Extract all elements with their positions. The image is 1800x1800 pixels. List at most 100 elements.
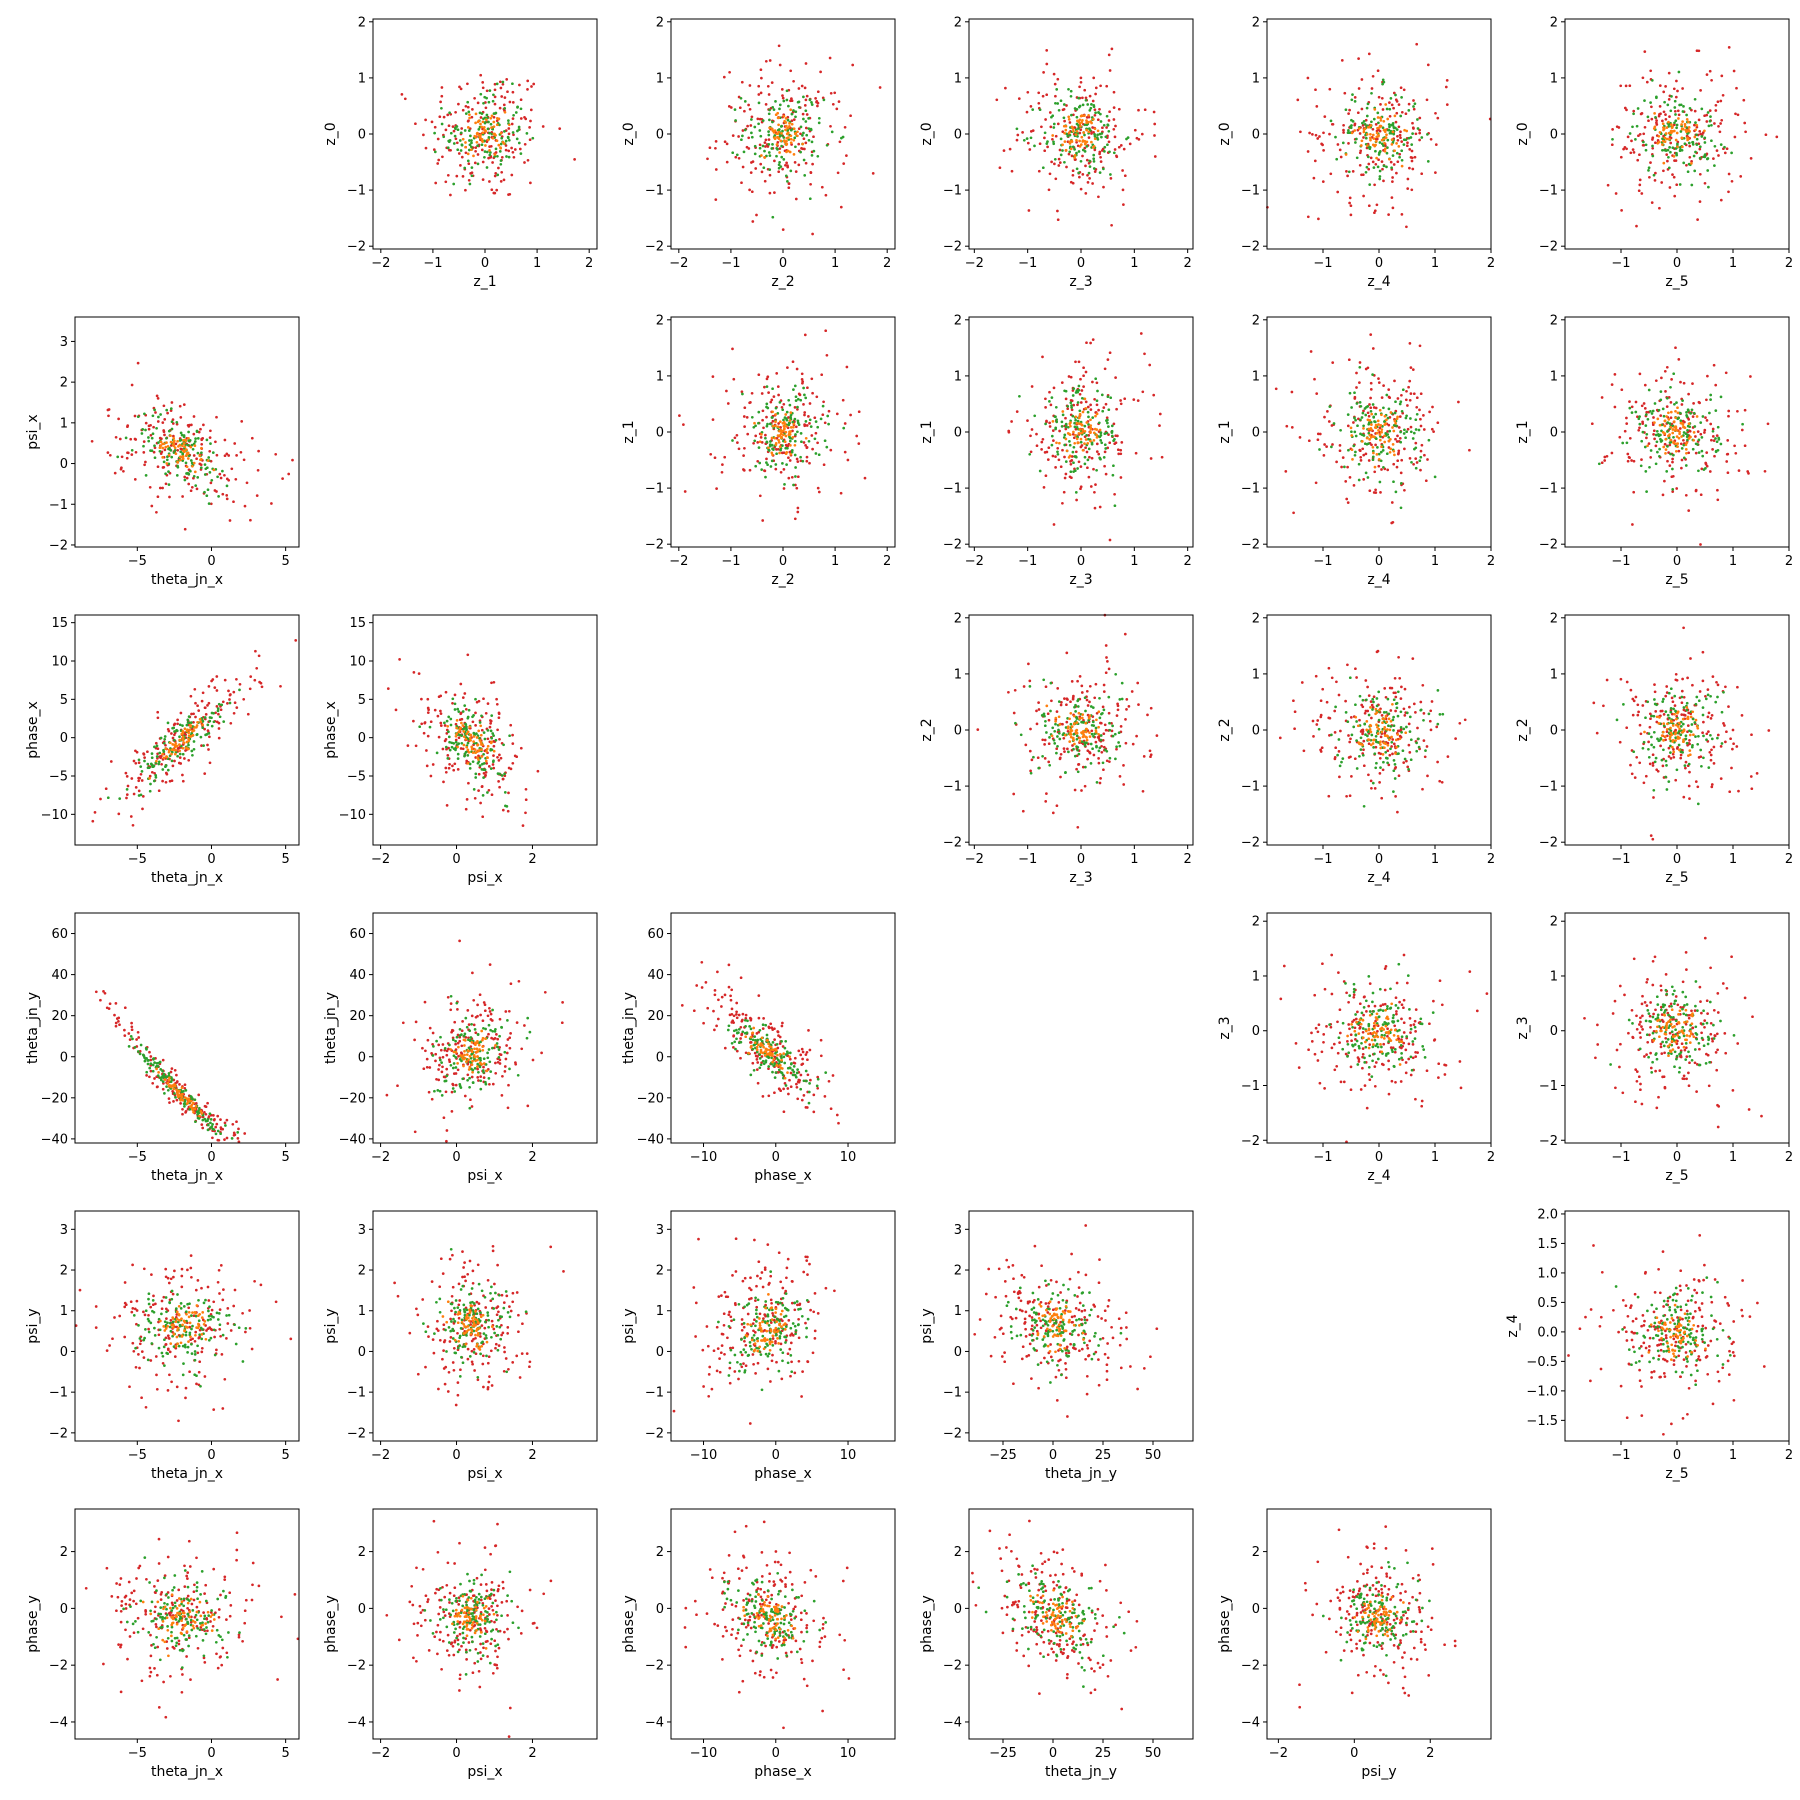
x-axis-label: theta_jn_x [151,870,223,886]
point-series-1 [440,122,444,126]
x-axis-label: z_4 [1367,274,1390,290]
point-series-1 [463,704,467,707]
point-series-1 [482,752,485,756]
point-series-2 [788,150,792,154]
point-series-1 [478,721,482,724]
point-series-0 [156,495,160,499]
point-series-1 [768,422,772,426]
point-series-1 [1685,113,1688,117]
point-series-0 [1085,698,1089,702]
point-series-0 [1029,450,1033,454]
point-series-1 [1668,146,1671,149]
point-series-1 [141,428,145,431]
point-series-0 [819,70,822,74]
point-series-1 [1715,440,1719,444]
point-series-1 [797,423,801,427]
point-series-0 [1316,438,1320,442]
point-series-1 [225,484,229,488]
point-series-0 [778,147,782,150]
point-series-0 [1628,400,1631,403]
point-series-1 [1686,428,1689,432]
point-series-0 [816,441,819,445]
point-series-0 [767,138,771,141]
point-series-1 [478,764,482,767]
y-tick-label: −10 [41,808,68,823]
x-tick-label: 5 [282,852,290,867]
point-series-1 [1351,120,1355,123]
point-series-0 [737,447,741,451]
point-series-0 [1030,385,1034,388]
point-series-0 [1044,800,1048,803]
point-series-1 [464,750,468,754]
x-tick-label: −1 [1313,256,1332,271]
point-series-0 [274,452,278,456]
point-series-2 [164,445,168,449]
point-series-0 [1391,176,1394,179]
point-series-0 [449,148,452,152]
point-series-0 [400,93,404,96]
point-series-2 [770,451,774,455]
point-series-2 [480,743,483,746]
point-series-1 [470,139,473,142]
point-series-0 [1694,451,1698,455]
point-series-0 [1674,159,1678,162]
point-series-0 [1687,451,1691,455]
point-series-1 [1647,166,1651,170]
point-series-0 [1078,175,1081,179]
point-series-1 [499,142,503,146]
point-series-2 [179,458,182,462]
point-series-0 [1084,400,1088,404]
point-series-2 [1389,447,1393,451]
point-series-1 [167,447,170,451]
point-series-0 [1380,468,1383,471]
point-series-0 [1717,154,1720,157]
point-series-0 [137,779,141,783]
point-series-0 [497,780,500,783]
point-series-0 [1628,84,1632,88]
point-series-1 [1353,100,1357,103]
point-series-1 [1669,385,1672,389]
point-series-1 [211,451,215,454]
point-series-0 [526,88,529,91]
point-series-0 [1061,108,1065,112]
point-series-0 [1092,130,1095,134]
point-series-0 [1095,450,1099,453]
point-series-2 [1677,117,1680,120]
point-series-2 [1390,143,1394,146]
point-series-1 [154,776,158,779]
point-series-0 [523,142,527,146]
point-series-0 [1046,712,1050,716]
point-series-0 [558,127,562,130]
point-series-0 [1331,443,1334,446]
point-series-1 [1675,126,1678,130]
point-series-1 [1038,108,1042,112]
point-series-1 [753,125,757,129]
point-series-0 [475,700,479,704]
x-tick-label: 0 [779,554,787,569]
point-series-2 [484,130,487,133]
point-series-1 [1015,127,1019,131]
point-series-0 [1099,84,1102,88]
point-series-1 [170,427,174,431]
point-series-0 [510,122,514,126]
point-series-2 [170,752,173,756]
point-series-0 [1736,409,1739,413]
point-series-0 [1095,381,1099,385]
point-series-1 [186,472,189,475]
point-series-0 [1119,725,1123,728]
point-series-0 [1321,180,1325,183]
point-series-1 [143,412,146,416]
point-series-0 [1098,107,1101,111]
point-series-0 [144,421,148,425]
point-series-1 [489,729,493,733]
point-series-1 [1695,137,1699,141]
point-series-0 [863,476,867,480]
point-series-0 [1341,456,1345,459]
point-series-0 [782,468,786,471]
point-series-2 [1389,411,1393,414]
point-series-0 [829,448,833,452]
point-series-0 [1374,162,1378,166]
point-series-0 [1102,768,1105,772]
point-series-0 [1084,164,1087,168]
point-series-0 [495,697,498,701]
